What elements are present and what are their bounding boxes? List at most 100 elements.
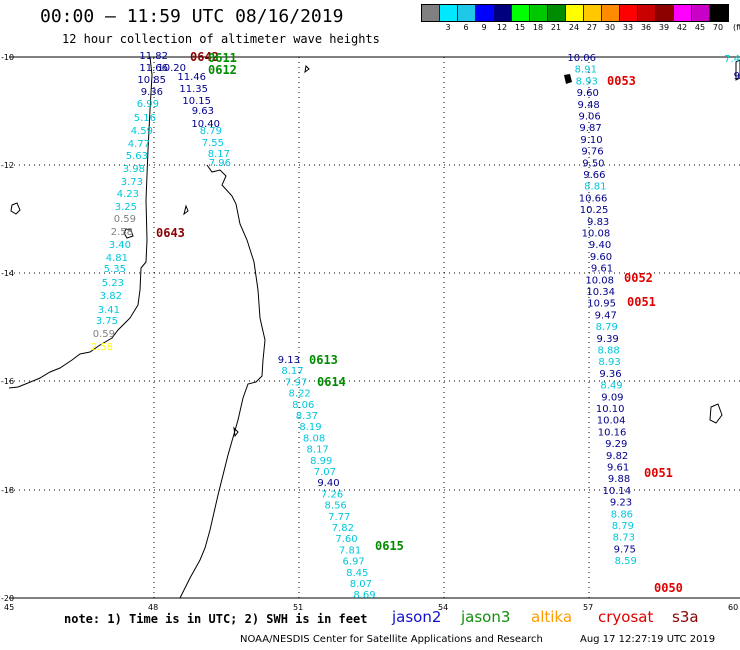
swh-value-east: 10.08	[585, 275, 614, 286]
swh-value-middle: 8.06	[292, 400, 314, 411]
islet-2	[735, 59, 740, 81]
legend-label: 6	[463, 23, 469, 32]
swh-value-east: 8.86	[611, 509, 633, 520]
legend-label: 30	[604, 23, 616, 32]
swh-value-east: 9.47	[595, 310, 617, 321]
swh-value-east: 10.95	[587, 299, 616, 310]
swh-value-east: 8.93	[598, 357, 620, 368]
swh-value-west: 0.59	[93, 329, 115, 340]
swh-value-east: 9.76	[581, 147, 603, 158]
lat-tick: -18	[1, 486, 14, 495]
map-subtitle: 12 hour collection of altimeter wave hei…	[62, 32, 380, 46]
swh-value-west: 7.55	[202, 138, 224, 149]
swh-value-west: 4.59	[131, 126, 153, 137]
swh-value-west: 8.17	[208, 149, 230, 160]
swh-value-west: 3.41	[98, 305, 120, 316]
swh-value-west: 3.82	[100, 291, 122, 302]
swh-value-west: 11.35	[179, 84, 208, 95]
legend-swatch	[620, 5, 638, 21]
islet-4	[233, 426, 239, 438]
legend-label: 15	[514, 23, 526, 32]
swh-value-west: 3.73	[121, 177, 143, 188]
swh-value-east: 8.73	[613, 533, 635, 544]
legend-label: 12	[496, 23, 508, 32]
swh-value-east: 8.81	[584, 182, 606, 193]
swh-value-west: 2.58	[91, 342, 113, 353]
swh-value-east: 10.04	[597, 416, 626, 427]
lat-tick: -10	[1, 53, 14, 62]
swh-value-middle: 8.08	[303, 433, 325, 444]
legend-swatch	[710, 5, 728, 21]
legend-swatch	[494, 5, 512, 21]
satellite-s3a-label: s3a	[672, 608, 699, 626]
swh-value-west: 5.16	[134, 113, 156, 124]
swh-value-east: 10.16	[598, 427, 627, 438]
legend-swatch	[584, 5, 602, 21]
swh-value-east: 10.08	[582, 229, 611, 240]
legend-swatch	[674, 5, 692, 21]
pass-time-label: 0643	[156, 226, 185, 240]
swh-value-east: 10.25	[580, 205, 609, 216]
swh-value-middle: 8.22	[289, 389, 311, 400]
legend-swatch	[422, 5, 440, 21]
swh-value-west: 3.98	[123, 164, 145, 175]
coastline	[8, 56, 740, 599]
pass-time-label: 0051	[644, 466, 673, 480]
swh-value-east: 9.10	[580, 135, 602, 146]
swh-value-west: 10.20	[157, 63, 186, 74]
swh-value-middle: 7.82	[332, 523, 354, 534]
swh-value-middle: 8.45	[346, 568, 368, 579]
swh-value-middle: 8.99	[310, 456, 332, 467]
legend-swatch	[548, 5, 566, 21]
legend-label: 21	[550, 23, 562, 32]
swh-value-middle: 7.97	[285, 377, 307, 388]
swh-value-east: 9.75	[614, 544, 636, 555]
swh-value-east: 10.66	[579, 193, 608, 204]
legend-label: 3	[445, 23, 451, 32]
graticule	[9, 57, 740, 598]
lon-tick: 60	[728, 603, 738, 612]
satellite-cryosat-label: cryosat	[598, 608, 654, 626]
swh-value-west: 3.40	[109, 240, 131, 251]
swh-value-east: 8.49	[600, 381, 622, 392]
swh-value-east: 9.88	[608, 474, 630, 485]
swh-value-east: 9.60	[577, 88, 599, 99]
legend-label: 24	[568, 23, 580, 32]
generated-timestamp: Aug 17 12:27:19 UTC 2019	[580, 634, 716, 645]
swh-value-east: 9.83	[587, 217, 609, 228]
swh-value-west: 4.81	[106, 253, 128, 264]
swh-value-east: 8.59	[615, 556, 637, 567]
swh-value-middle: 8.17	[307, 445, 329, 456]
lon-tick: 57	[583, 603, 593, 612]
swh-value-east: 9.61	[607, 463, 629, 474]
swh-value-west: 3.75	[96, 316, 118, 327]
swh-value-east: 9.60	[590, 252, 612, 263]
swh-value-east: 8.79	[612, 521, 634, 532]
footer-note: note: 1) Time is in UTC; 2) SWH is in fe…	[64, 612, 368, 626]
swh-value-east: 9.39	[597, 334, 619, 345]
pass-time-label: 0053	[607, 74, 636, 88]
legend-swatch	[566, 5, 584, 21]
legend-label: 18	[532, 23, 544, 32]
comoros-island	[123, 228, 134, 239]
swh-value-west: 9.36	[141, 87, 163, 98]
legend-swatch	[656, 5, 674, 21]
swh-value-west: 5.35	[104, 264, 126, 275]
swh-value-east: 9.40	[589, 240, 611, 251]
swh-value-east: 9.48	[578, 100, 600, 111]
legend-label: 27	[586, 23, 598, 32]
pass-time-label: 0642	[190, 50, 219, 64]
swh-value-west: 4.77	[128, 139, 150, 150]
legend-label: 33	[622, 23, 634, 32]
pass-time-label: 0612	[208, 63, 237, 77]
swh-value-east: 9.87	[579, 123, 601, 134]
islet	[709, 403, 723, 424]
legend-label: 45	[694, 23, 706, 32]
madagascar-coast	[179, 164, 266, 599]
swh-value-west: 9.63	[192, 106, 214, 117]
satellite-altika-label: altika	[531, 608, 573, 626]
swh-value-west: 6.99	[137, 99, 159, 110]
swh-value-east: 8.91	[575, 65, 597, 76]
swh-value-east: 9.29	[605, 439, 627, 450]
